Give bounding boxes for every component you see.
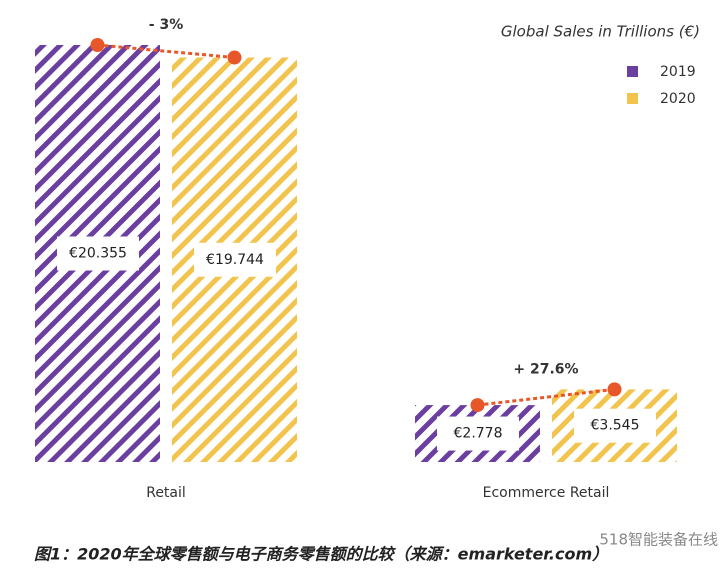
caption: 图1：2020年全球零售额与电子商务零售额的比较（来源：emarketer.co… [34,545,608,564]
value-label-box [194,242,276,277]
legend-swatch [627,93,638,104]
value-label: €19.744 [206,252,264,268]
chart-title: Global Sales in Trillions (€) [501,23,700,41]
change-dot [470,398,485,413]
x-tick-label: Ecommerce Retail [483,485,610,501]
value-label: €20.355 [69,246,127,262]
value-label: €2.778 [454,426,503,442]
change-dot [227,50,242,65]
watermark: 518智能装备在线 [599,531,718,549]
change-line [477,387,615,407]
value-label-box [574,408,656,443]
legend-swatch [627,66,638,77]
value-label-box [437,416,519,451]
x-tick-label: Retail [146,485,186,501]
value-label: €3.545 [591,418,640,434]
change-dot [607,382,622,397]
legend-label: 2020 [660,91,696,107]
value-label-box [57,236,139,271]
legend-label: 2019 [660,64,696,80]
change-line [97,43,235,60]
change-dot [90,38,105,52]
annotation: + 27.6% [513,361,578,377]
annotation: - 3% [149,17,183,33]
